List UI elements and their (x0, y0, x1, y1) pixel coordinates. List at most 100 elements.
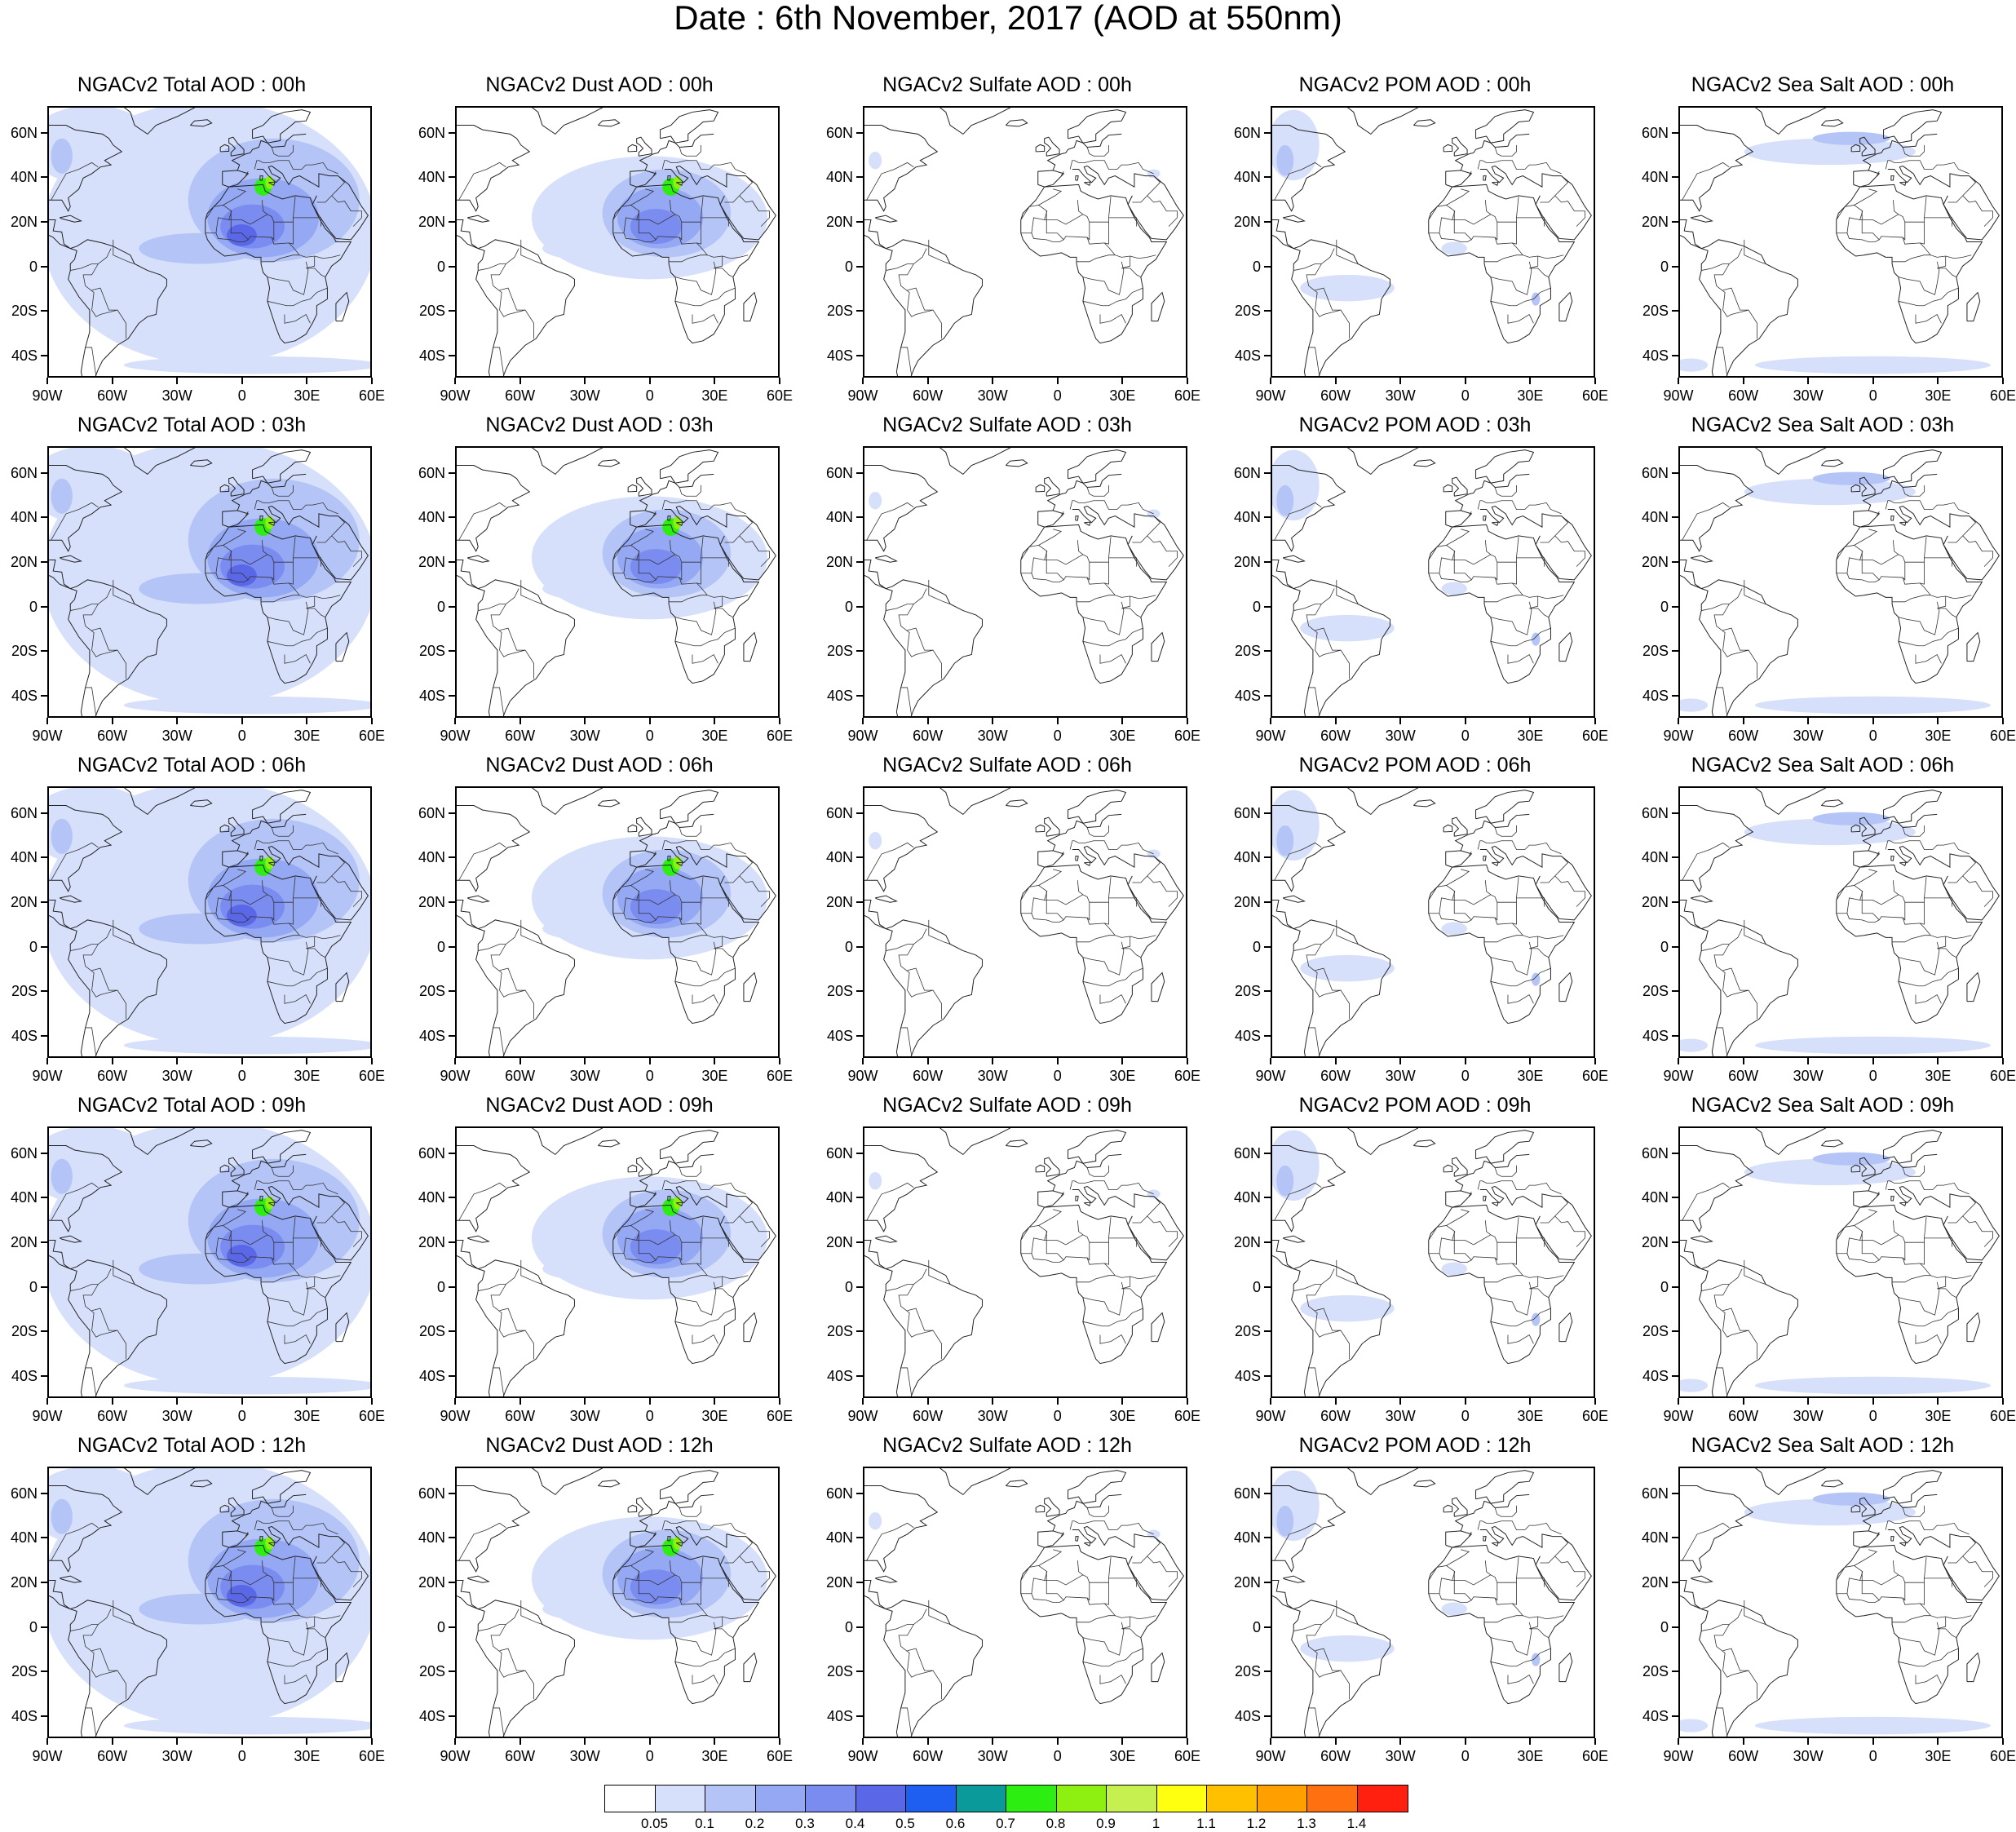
country-border (499, 967, 526, 991)
country-border (306, 1276, 326, 1299)
coastline (1690, 895, 1713, 903)
country-border (1082, 1308, 1143, 1327)
lat-tick-label: 60N (1641, 1144, 1669, 1162)
country-border (1483, 1275, 1523, 1283)
country-border (1937, 255, 1957, 278)
country-border (267, 1308, 328, 1327)
lon-tick-label: 30W (1793, 1068, 1824, 1084)
aod-shading (1680, 1378, 1709, 1392)
lat-tick (41, 176, 47, 179)
lat-tick-label: 40N (1233, 509, 1261, 526)
lat-tick-label: 20S (1234, 1323, 1261, 1340)
country-border (458, 1522, 506, 1561)
country-border (1529, 1276, 1550, 1299)
coastline (636, 1497, 652, 1517)
lon-tick-label: 60E (1581, 1068, 1609, 1084)
coastline (612, 864, 760, 1024)
panel-title: NGACv2 Sulfate AOD : 06h (882, 754, 1132, 777)
coastline (49, 1240, 167, 1396)
country-border (679, 562, 683, 581)
coastline (1494, 846, 1592, 921)
map-plot (1271, 1467, 1595, 1738)
coastline (1899, 1542, 1907, 1547)
lon-tick (1594, 1058, 1596, 1064)
aod-shading (1147, 1189, 1161, 1199)
lon-tick-label: 30E (1109, 728, 1136, 744)
country-border (696, 562, 701, 585)
lon-tick (992, 1058, 994, 1064)
lat-tick-label: 60N (10, 1144, 38, 1162)
lon-tick-label: 30W (161, 1748, 192, 1764)
lat-tick (1672, 1241, 1678, 1243)
lon-tick-label: 60W (1320, 387, 1351, 404)
coastline (1151, 631, 1165, 662)
aod-shading (1531, 1312, 1541, 1326)
coastline (457, 805, 531, 892)
country-border (1020, 232, 1156, 259)
coastline (1046, 1493, 1122, 1532)
country-border (1108, 557, 1138, 567)
country-border (1099, 313, 1126, 324)
country-border (85, 1367, 97, 1396)
lat-tick (41, 310, 47, 312)
coastline (256, 845, 281, 864)
lat-tick (1672, 990, 1678, 993)
coastline (205, 1204, 352, 1365)
country-border (1490, 1622, 1532, 1656)
country-border (928, 919, 951, 945)
coastline (660, 1470, 719, 1504)
lat-tick-label: 20S (11, 983, 38, 1000)
country-border (293, 897, 322, 907)
country-border (205, 1209, 247, 1241)
lon-tick (714, 718, 716, 724)
country-border (1947, 1196, 1977, 1224)
panel-title: NGACv2 Dust AOD : 09h (485, 1094, 714, 1117)
lat-tick-label: 20N (1641, 1573, 1669, 1591)
lat-tick-label: 40N (1233, 849, 1261, 866)
aod-shading (869, 831, 882, 850)
country-border (499, 989, 534, 1020)
lat-tick (1264, 1670, 1271, 1673)
coastline (676, 1542, 683, 1547)
country-border (1516, 557, 1545, 567)
lat-tick-label: 20N (10, 893, 38, 910)
panel-title: NGACv2 Total AOD : 00h (77, 73, 307, 96)
country-border (739, 1215, 770, 1247)
country-border (1483, 1615, 1523, 1623)
lon-tick-label: 60E (1989, 1408, 2016, 1424)
country-border (1108, 897, 1138, 907)
country-border (1722, 1648, 1749, 1671)
country-border (1512, 1242, 1517, 1265)
lon-tick (926, 1738, 929, 1745)
country-border (1540, 1536, 1569, 1564)
country-border (499, 627, 526, 651)
country-border (1483, 595, 1523, 603)
country-border (1898, 967, 1959, 987)
coastline (268, 1542, 276, 1547)
panel-title: NGACv2 Sea Salt AOD : 12h (1691, 1434, 1955, 1457)
lat-tick (1672, 1034, 1678, 1037)
country-border (1060, 171, 1064, 176)
country-border (692, 1674, 718, 1684)
coastline (259, 516, 263, 521)
lon-tick (1872, 718, 1874, 724)
country-border (1147, 1555, 1178, 1587)
country-border (900, 1707, 913, 1737)
country-border (866, 842, 914, 881)
lat-tick (41, 694, 47, 697)
coastline (1037, 1190, 1065, 1208)
coastline (1037, 510, 1065, 528)
country-border (261, 540, 268, 555)
country-border (245, 1192, 249, 1197)
lat-tick-label: 20N (1233, 1233, 1261, 1250)
lon-tick-label: 60E (358, 1748, 386, 1764)
lat-tick (1264, 560, 1271, 563)
coastline (268, 521, 276, 526)
lat-tick (856, 354, 863, 356)
aod-shading (1744, 818, 1916, 846)
country-border (709, 1182, 746, 1195)
lat-tick-label: 60N (1641, 804, 1669, 821)
coastline (1443, 1164, 1453, 1173)
lon-tick (1464, 1058, 1466, 1064)
coastline (639, 473, 714, 511)
